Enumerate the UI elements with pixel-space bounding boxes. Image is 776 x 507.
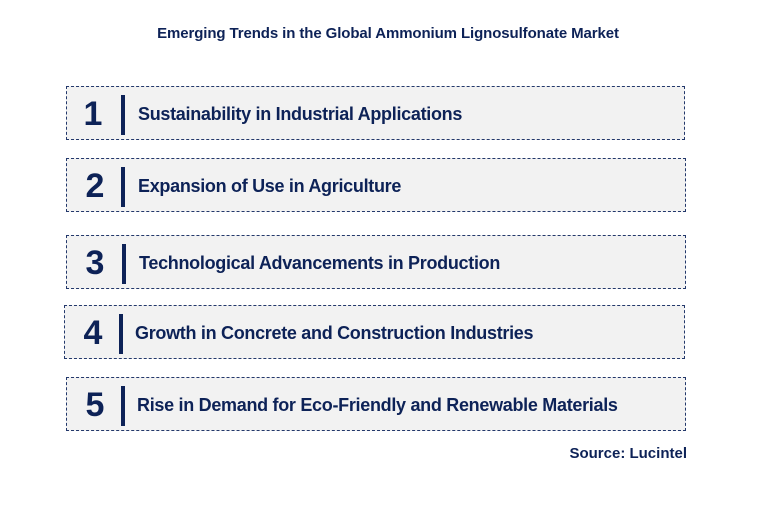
- trend-number: 5: [85, 386, 105, 424]
- trend-label: Growth in Concrete and Construction Indu…: [135, 323, 534, 343]
- source-attribution: Source: Lucintel: [569, 445, 687, 462]
- trend-number: 3: [85, 244, 105, 282]
- diagram-title: Emerging Trends in the Global Ammonium L…: [157, 25, 619, 42]
- trend-number: 4: [83, 314, 103, 352]
- trend-number: 2: [85, 167, 105, 205]
- divider-bar: [122, 244, 126, 284]
- divider-bar: [121, 95, 125, 135]
- trend-item-3: 3 Technological Advancements in Producti…: [66, 235, 686, 289]
- divider-bar: [121, 386, 125, 426]
- trend-item-2: 2 Expansion of Use in Agriculture: [66, 158, 686, 212]
- trend-label: Sustainability in Industrial Application…: [138, 104, 463, 124]
- divider-bar: [121, 167, 125, 207]
- trend-number: 1: [83, 95, 103, 133]
- trend-label: Technological Advancements in Production: [139, 253, 501, 273]
- trend-item-4: 4 Growth in Concrete and Construction In…: [64, 305, 685, 359]
- trend-label: Expansion of Use in Agriculture: [138, 176, 402, 196]
- trend-item-5: 5 Rise in Demand for Eco-Friendly and Re…: [66, 377, 686, 431]
- trend-item-1: 1 Sustainability in Industrial Applicati…: [66, 86, 685, 140]
- trend-label: Rise in Demand for Eco-Friendly and Rene…: [137, 395, 618, 415]
- divider-bar: [119, 314, 123, 354]
